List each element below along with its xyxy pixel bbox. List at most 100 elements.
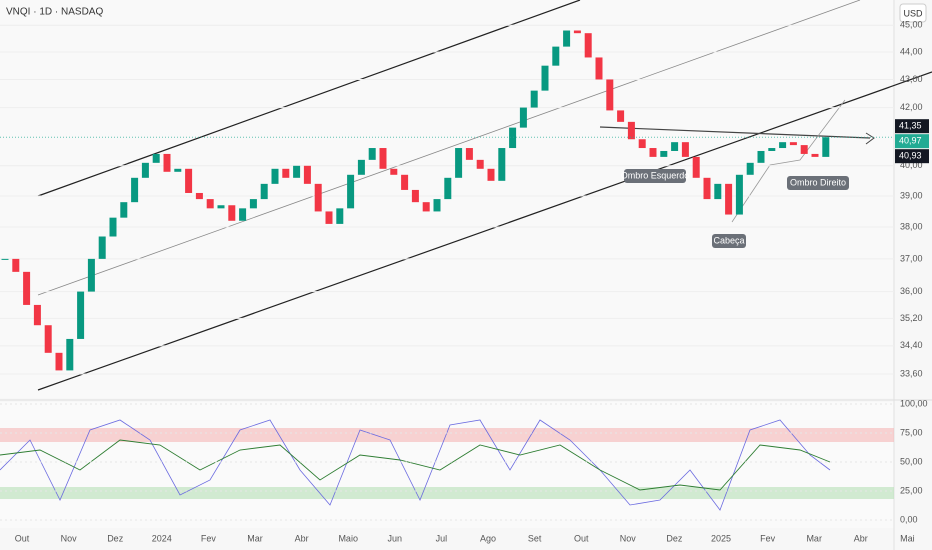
candle — [195, 192, 203, 200]
candle — [584, 33, 592, 58]
candle — [444, 177, 452, 200]
price-label: 41,35 — [899, 121, 922, 131]
channel-mid-line — [37, 0, 861, 296]
x-tick-label: Out — [15, 533, 30, 543]
x-tick-label: 2024 — [152, 533, 172, 543]
annotation-text: Ombro Esquerdo — [621, 170, 690, 180]
candle — [455, 148, 463, 178]
y-tick-label: 36,00 — [900, 286, 923, 296]
candle — [12, 258, 20, 272]
candle — [660, 150, 668, 157]
candle — [33, 304, 41, 326]
candle — [293, 165, 301, 178]
candle — [649, 148, 657, 157]
x-tick-label: Dez — [107, 533, 124, 543]
candle — [476, 159, 484, 169]
candle — [433, 199, 441, 212]
x-tick-label: Mar — [806, 533, 822, 543]
channel-line — [37, 0, 581, 197]
x-tick-label: Abr — [295, 533, 309, 543]
neckline — [599, 126, 871, 139]
candle — [120, 202, 128, 218]
arrow-head — [865, 132, 875, 145]
candle — [282, 168, 290, 178]
y-tick-label: 38,00 — [900, 221, 923, 231]
y-tick-label: 35,20 — [900, 313, 923, 323]
candle — [779, 142, 787, 149]
projection-line — [731, 99, 846, 223]
candle — [109, 217, 117, 237]
annotation-text: Ombro Direito — [790, 177, 846, 187]
candle — [206, 199, 214, 209]
candle — [509, 127, 517, 149]
oscillator-signal — [0, 439, 831, 491]
candle — [379, 148, 387, 169]
y-tick-label: 45,00 — [900, 20, 923, 30]
candle — [303, 165, 311, 184]
currency-button[interactable] — [899, 3, 927, 23]
candle — [627, 121, 635, 140]
candle — [174, 168, 182, 172]
candle — [714, 183, 722, 200]
candle — [55, 352, 63, 371]
annotation-box — [712, 234, 746, 248]
price-label: 40,93 — [899, 151, 922, 161]
candle — [401, 174, 409, 190]
y-tick-label: 43,00 — [900, 74, 923, 84]
osc-tick-label: 25,00 — [900, 485, 923, 495]
x-tick-label: Out — [574, 533, 589, 543]
candle — [336, 208, 344, 224]
candle — [23, 271, 31, 305]
candle — [152, 153, 160, 163]
x-tick-label: 2025 — [711, 533, 731, 543]
price-label-box — [895, 134, 929, 149]
price-label: 40,97 — [899, 136, 922, 146]
candle — [411, 189, 419, 203]
candle — [217, 205, 225, 209]
osc-tick-label: 0,00 — [900, 514, 918, 524]
candle — [77, 291, 85, 339]
chart-title: VNQI · 1D · NASDAQ — [6, 7, 103, 18]
candle — [44, 325, 52, 353]
x-tick-label: Fev — [760, 533, 776, 543]
x-tick-label: Nov — [620, 533, 637, 543]
candle — [768, 148, 776, 151]
x-tick-label: Ago — [480, 533, 496, 543]
candle — [368, 148, 376, 160]
candle — [131, 177, 139, 203]
candle — [260, 183, 268, 200]
candle — [163, 153, 171, 172]
currency-label: USD — [903, 8, 923, 18]
price-label-box — [895, 119, 929, 134]
candle — [1, 258, 9, 260]
candle — [487, 168, 495, 181]
annotation-box — [624, 169, 686, 183]
candle — [563, 30, 571, 47]
x-tick-label: Jun — [388, 533, 403, 543]
x-tick-label: Fev — [201, 533, 217, 543]
candle — [239, 208, 247, 221]
candle — [325, 211, 333, 224]
candle — [98, 236, 106, 259]
candle — [692, 156, 700, 178]
candle — [271, 168, 279, 184]
candle — [66, 338, 74, 371]
candle — [573, 30, 581, 34]
candle — [541, 65, 549, 91]
candle — [789, 142, 797, 146]
candle — [800, 145, 808, 154]
candle — [703, 177, 711, 200]
x-tick-label: Nov — [61, 533, 78, 543]
candle — [617, 110, 625, 122]
candle — [811, 153, 819, 157]
candle — [595, 57, 603, 80]
candle — [735, 174, 743, 215]
x-tick-label: Jul — [436, 533, 448, 543]
y-tick-label: 34,40 — [900, 340, 923, 350]
candle — [465, 148, 473, 160]
candle — [228, 205, 236, 221]
candle — [422, 202, 430, 212]
x-tick-label: Mar — [247, 533, 263, 543]
price-label-box — [895, 149, 929, 164]
